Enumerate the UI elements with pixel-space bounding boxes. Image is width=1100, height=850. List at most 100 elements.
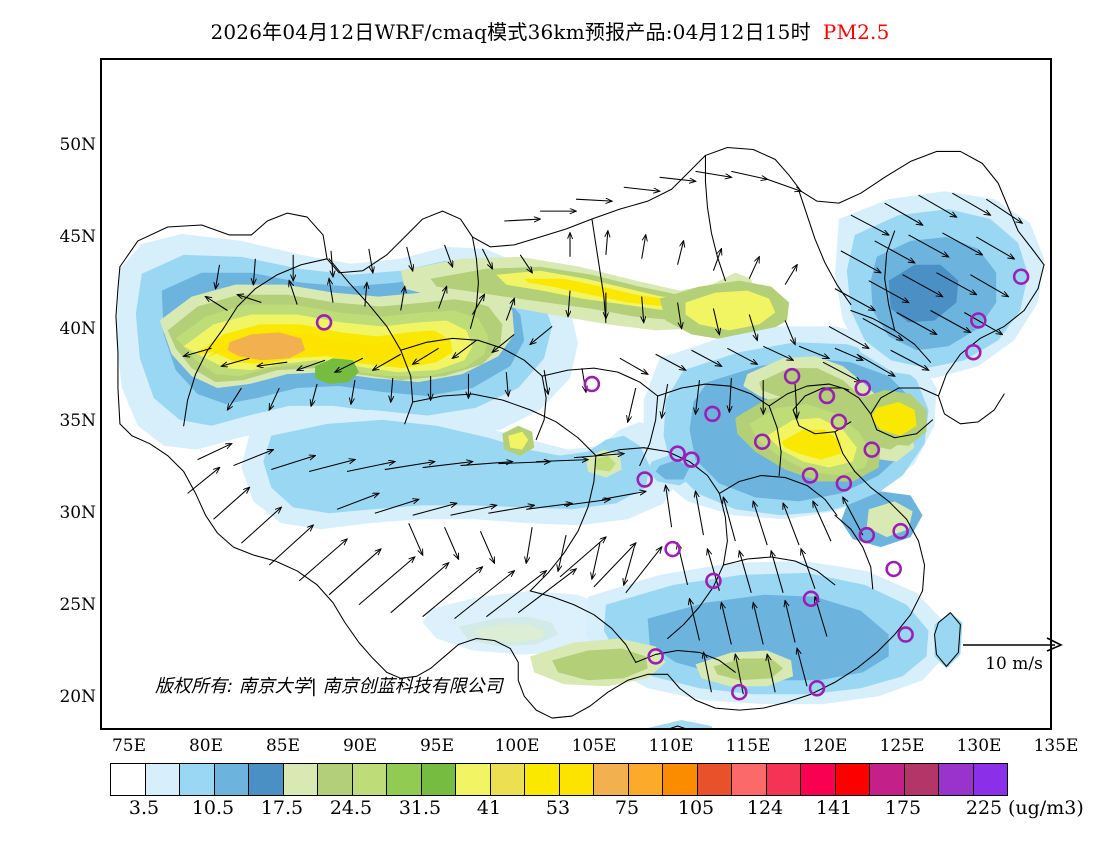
lat-label-35n: 35N [59,411,96,431]
station-marker [897,626,914,643]
colorbar-unit-label: (ug/m3) [1008,797,1084,819]
wind-scale-arrow-icon [963,637,1063,652]
copyright-notice: 版权所有: 南京大学| 南京创蓝科技有限公司 [155,676,503,697]
colorbar-label-12: 225 [965,797,1003,819]
station-marker [892,522,909,540]
wind-scale-key: 10 m/s [948,636,1080,674]
colorbar-label-6: 53 [545,797,571,819]
map-plot-area[interactable] [100,58,1052,730]
colorbar-label-3: 24.5 [329,797,373,819]
lon-label-120e: 120E [802,736,848,756]
station-marker [753,433,771,450]
station-marker [583,375,601,393]
lat-label-50n: 50N [59,135,96,155]
colorbar-label-11: 175 [884,797,922,819]
station-marker [315,314,333,331]
lon-label-115e: 115E [725,736,771,756]
colorbar-label-0: 3.5 [128,797,160,819]
colorbar-swatch-5 [283,764,318,795]
map-canvas [115,146,1045,728]
colorbar-label-7: 75 [614,797,640,819]
colorbar-swatch-7 [352,764,387,795]
colorbar-swatch-14 [594,764,629,795]
lat-label-45n: 45N [59,227,96,247]
contour-tibet-light [422,590,620,655]
colorbar-swatch-15 [628,764,663,795]
colorbar-swatch-4 [249,764,284,795]
lon-label-130e: 130E [956,736,1002,756]
lon-label-75e: 75E [111,736,147,756]
contour-south-blue2 [647,594,889,681]
colorbar-swatch-17 [697,764,732,795]
colorbar-label-2: 17.5 [260,797,304,819]
lat-label-20n: 20N [59,687,96,707]
station-marker [704,405,721,423]
colorbar-swatch-6 [318,764,353,795]
station-marker [970,312,987,329]
title-species-text: PM2.5 [822,20,890,44]
colorbar-swatch-20 [801,764,836,795]
station-marker [705,572,722,590]
colorbar[interactable] [110,763,1008,796]
colorbar-label-8: 105 [677,797,715,819]
contour-sichuan-spot-inner [655,459,690,480]
contour-hexi-yellow [685,290,776,331]
colorbar-swatch-19 [766,764,801,795]
colorbar-swatch-10 [456,764,491,795]
contour-corridor-yellow2 [524,278,686,307]
colorbar-swatch-18 [732,764,767,795]
lon-label-95e: 95E [419,736,455,756]
station-marker [783,367,801,385]
contour-ne-streak [888,264,959,323]
lon-label-90e: 90E [342,736,378,756]
lon-label-135e: 135E [1033,736,1079,756]
colorbar-swatch-1 [145,764,180,795]
colorbar-swatch-8 [387,764,422,795]
colorbar-swatch-2 [180,764,215,795]
colorbar-swatch-25 [973,764,1007,795]
station-marker [965,343,982,361]
station-marker [731,683,748,701]
lat-label-25n: 25N [59,595,96,615]
colorbar-label-10: 141 [815,797,853,819]
station-marker [664,540,681,558]
contour-guangxi-green2 [713,658,784,681]
station-marker [830,413,848,431]
contour-central-blue [263,419,650,514]
colorbar-tick-labels: 3.5 10.5 17.5 24.5 31.5 41 53 75 105 124… [110,797,1008,823]
colorbar-swatch-16 [663,764,698,795]
station-marker [818,387,836,405]
colorbar-swatch-13 [559,764,594,795]
contour-sichuan-spot2b [593,455,616,472]
colorbar-label-4: 31.5 [398,797,442,819]
contour-shandong-yellow [870,401,917,436]
station-marker [858,526,876,544]
contour-sw-green2 [552,648,648,681]
colorbar-label-1: 10.5 [191,797,235,819]
lon-label-85e: 85E [265,736,301,756]
contour-hainan-blue [647,720,713,728]
contour-ncp-plume-yellow2 [781,429,841,460]
station-marker-layer[interactable] [315,268,1030,728]
lon-label-110e: 110E [648,736,694,756]
colorbar-swatch-3 [214,764,249,795]
colorbar-label-5: 41 [476,797,502,819]
colorbar-swatch-12 [525,764,560,795]
lat-label-30n: 30N [59,503,96,523]
colorbar-swatch-0 [111,764,146,795]
station-marker [802,590,820,608]
station-marker [885,560,902,578]
page-title: 2026年04月12日WRF/cmaq模式36km预报产品:04月12日15时 P… [0,16,1100,45]
lon-label-125e: 125E [879,736,925,756]
contour-taiwan-blue [934,612,963,669]
colorbar-swatch-23 [904,764,939,795]
lon-label-100e: 100E [494,736,540,756]
station-marker [854,379,872,397]
map-boundaries [115,146,1045,728]
lon-label-105e: 105E [571,736,617,756]
colorbar-swatch-9 [421,764,456,795]
station-marker [835,475,853,492]
lon-label-80e: 80E [188,736,224,756]
colorbar-swatch-11 [490,764,525,795]
